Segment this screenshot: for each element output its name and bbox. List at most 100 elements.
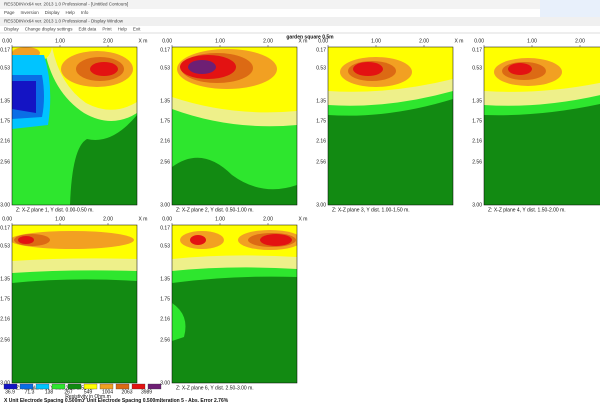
- contour-region: [18, 236, 34, 244]
- x-axis-unit: X m: [455, 38, 464, 44]
- panel-caption: Z: X-Z plane 1, Y dist. 0.00-0.50 m.: [16, 207, 94, 213]
- legend-label: 1004: [102, 389, 113, 395]
- menu-item[interactable]: Info: [81, 10, 89, 15]
- x-tick-label: 0.00: [2, 38, 12, 44]
- plot-frame: [11, 46, 138, 206]
- contour-region: [508, 63, 532, 75]
- legend-title: Resistivity in Ohm.m: [65, 394, 111, 400]
- contour-plot: [328, 47, 453, 205]
- plot-frame: [11, 224, 138, 384]
- x-axis-unit: X m: [139, 38, 148, 44]
- x-tick-label: 0.00: [318, 38, 328, 44]
- menu-item[interactable]: Inversion: [21, 10, 40, 15]
- contour-region: [353, 62, 383, 76]
- status-text: X Unit Electrode Spacing 0.500m.: [4, 398, 84, 403]
- y-tick-label: 1.75: [0, 118, 10, 124]
- legend-swatch: [19, 383, 34, 390]
- x-tick-label: 1.00: [55, 38, 65, 44]
- y-tick-label: 0.53: [472, 65, 482, 71]
- window-title: RES3DINVx64 ver. 2013 1.0 Professional -…: [4, 2, 128, 7]
- y-tick-label: 1.75: [160, 118, 170, 124]
- y-tick-label: 2.56: [160, 337, 170, 343]
- page-title: garden square 0.5m: [286, 34, 334, 40]
- y-tick-label: 0.53: [316, 65, 326, 71]
- menu-bar-2: [0, 26, 600, 33]
- y-tick-label: 3.00: [472, 202, 482, 208]
- legend-swatch: [99, 383, 114, 390]
- y-tick-label: 2.16: [0, 138, 10, 144]
- y-tick-label: 0.53: [160, 243, 170, 249]
- y-tick-label: 3.00: [0, 202, 10, 208]
- y-tick-label: 3.00: [160, 380, 170, 386]
- menu-item[interactable]: Exit: [133, 27, 141, 32]
- y-tick-label: 2.16: [160, 316, 170, 322]
- menu-item[interactable]: Display: [4, 27, 20, 32]
- menu-item[interactable]: Page: [4, 10, 15, 15]
- menu-item[interactable]: Edit data: [79, 27, 97, 32]
- menu-item[interactable]: Display: [45, 10, 61, 15]
- y-tick-label: 2.56: [316, 159, 326, 165]
- x-tick-label: 2.00: [575, 38, 585, 44]
- menu-item[interactable]: Print: [102, 27, 112, 32]
- y-tick-label: 1.75: [160, 296, 170, 302]
- y-tick-label: 0.53: [0, 243, 10, 249]
- y-tick-label: 1.75: [472, 118, 482, 124]
- contour-region: [172, 157, 297, 205]
- x-tick-label: 0.00: [474, 38, 484, 44]
- legend-label: 267: [64, 389, 73, 395]
- y-tick-label: 1.35: [160, 98, 170, 104]
- contour-region: [70, 115, 137, 205]
- y-tick-label: 3.00: [0, 380, 10, 386]
- panel-caption: Z: X-Z plane 3, Y dist. 1.00-1.50 m.: [332, 207, 410, 213]
- x-tick-label: 1.00: [371, 38, 381, 44]
- y-tick-label: 1.35: [160, 276, 170, 282]
- y-tick-label: 1.75: [0, 296, 10, 302]
- contour-panel: 0.001.002.00X m0.170.531.351.752.162.563…: [472, 38, 600, 213]
- legend-label: 71.3: [25, 389, 35, 395]
- y-tick-label: 3.00: [160, 202, 170, 208]
- x-axis-unit: X m: [299, 216, 308, 222]
- contour-plot: [12, 225, 137, 383]
- x-tick-label: 1.00: [215, 38, 225, 44]
- y-tick-label: 2.56: [0, 337, 10, 343]
- y-tick-label: 2.16: [316, 138, 326, 144]
- x-tick-label: 2.00: [263, 216, 273, 222]
- y-tick-label: 2.16: [472, 138, 482, 144]
- y-tick-label: 0.53: [0, 65, 10, 71]
- contour-region: [90, 62, 118, 76]
- x-tick-label: 1.00: [55, 216, 65, 222]
- x-tick-label: 0.00: [2, 216, 12, 222]
- y-tick-label: 1.35: [472, 98, 482, 104]
- y-tick-label: 1.35: [0, 276, 10, 282]
- menu-item[interactable]: Help: [66, 10, 76, 15]
- legend-label: 549: [84, 389, 93, 395]
- x-axis-unit: X m: [139, 216, 148, 222]
- status-text: Iteration 5 - Abs. Error 2.76%: [160, 398, 229, 403]
- contour-region: [260, 234, 292, 246]
- menu-item[interactable]: Help: [118, 27, 128, 32]
- x-tick-label: 2.00: [103, 38, 113, 44]
- legend-swatch: [115, 383, 130, 390]
- y-tick-label: 3.00: [316, 202, 326, 208]
- contour-region: [484, 103, 600, 205]
- contour-plot: [12, 47, 137, 205]
- legend-label: 36.9: [5, 389, 15, 395]
- x-tick-label: 0.00: [162, 216, 172, 222]
- y-tick-label: 2.16: [160, 138, 170, 144]
- plot-frame: [171, 46, 298, 206]
- menu-item[interactable]: Change display settings: [25, 27, 74, 32]
- x-tick-label: 2.00: [103, 216, 113, 222]
- plot-frame: [327, 46, 454, 206]
- window-title-2: RES3DINVx64 ver. 2013 1.0 Professional -…: [4, 19, 124, 24]
- y-tick-label: 2.56: [160, 159, 170, 165]
- y-tick-label: 1.75: [316, 118, 326, 124]
- y-tick-label: 2.56: [472, 159, 482, 165]
- x-tick-label: 2.00: [419, 38, 429, 44]
- legend-label: 2063: [121, 389, 132, 395]
- contour-plot: [172, 47, 297, 205]
- x-tick-label: 2.00: [263, 38, 273, 44]
